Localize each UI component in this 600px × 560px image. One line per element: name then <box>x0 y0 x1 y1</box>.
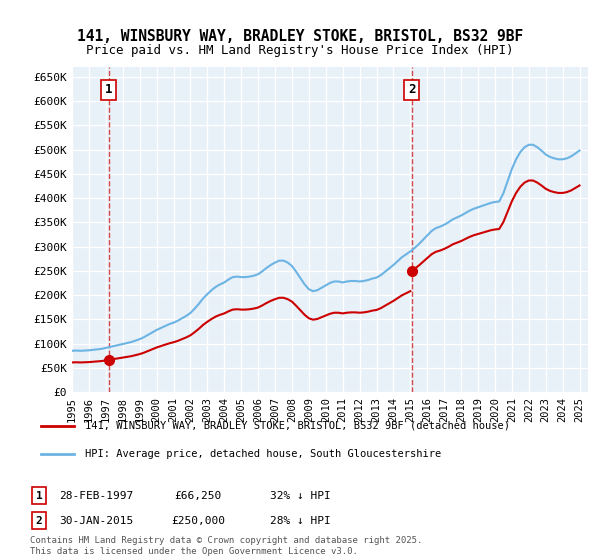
Text: £66,250: £66,250 <box>175 491 221 501</box>
Text: 32% ↓ HPI: 32% ↓ HPI <box>269 491 331 501</box>
Text: 30-JAN-2015: 30-JAN-2015 <box>59 516 133 526</box>
Text: 141, WINSBURY WAY, BRADLEY STOKE, BRISTOL, BS32 9BF: 141, WINSBURY WAY, BRADLEY STOKE, BRISTO… <box>77 29 523 44</box>
Text: 2: 2 <box>35 516 43 526</box>
Text: 141, WINSBURY WAY, BRADLEY STOKE, BRISTOL, BS32 9BF (detached house): 141, WINSBURY WAY, BRADLEY STOKE, BRISTO… <box>85 421 510 431</box>
Text: Contains HM Land Registry data © Crown copyright and database right 2025.
This d: Contains HM Land Registry data © Crown c… <box>30 536 422 556</box>
Text: £250,000: £250,000 <box>171 516 225 526</box>
Text: HPI: Average price, detached house, South Gloucestershire: HPI: Average price, detached house, Sout… <box>85 449 442 459</box>
Text: 1: 1 <box>35 491 43 501</box>
Text: 28% ↓ HPI: 28% ↓ HPI <box>269 516 331 526</box>
Text: 1: 1 <box>105 83 112 96</box>
Text: 2: 2 <box>408 83 415 96</box>
Text: 28-FEB-1997: 28-FEB-1997 <box>59 491 133 501</box>
Text: Price paid vs. HM Land Registry's House Price Index (HPI): Price paid vs. HM Land Registry's House … <box>86 44 514 57</box>
